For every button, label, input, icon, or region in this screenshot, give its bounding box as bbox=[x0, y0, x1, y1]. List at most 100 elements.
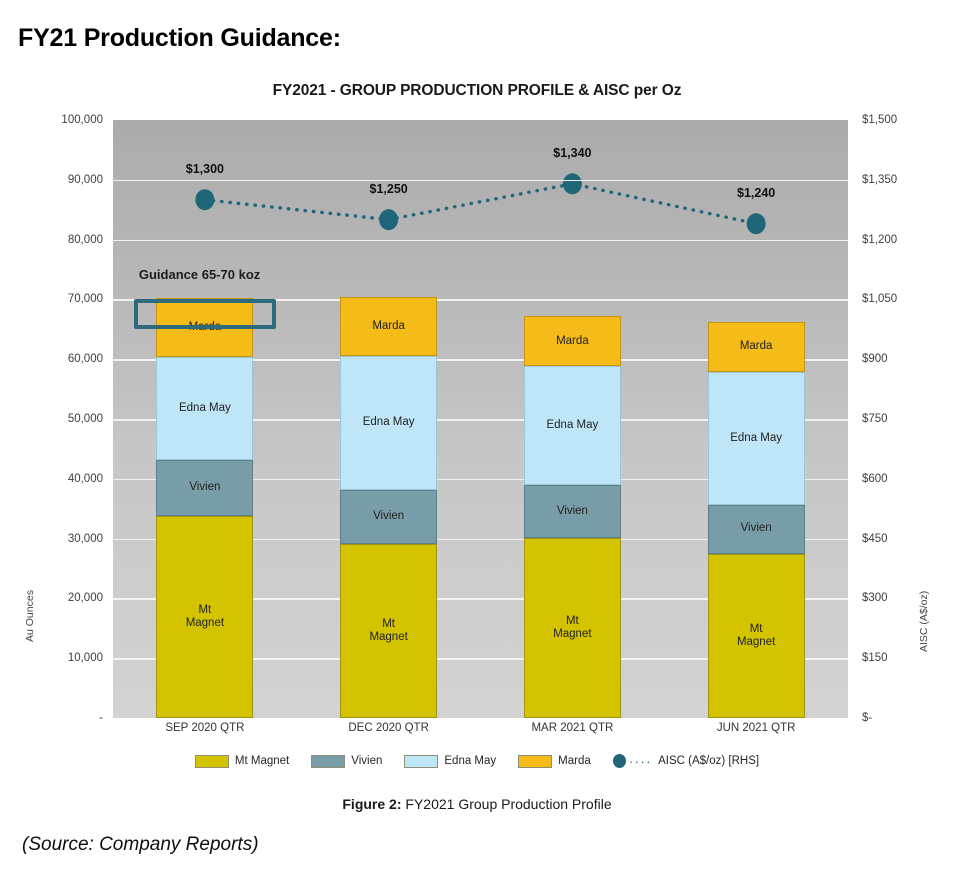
bar-segment-label: Mt Magnet bbox=[185, 604, 225, 630]
legend-label: Edna May bbox=[444, 755, 497, 767]
bar-segment-label: Marda bbox=[739, 340, 773, 353]
figure-production-profile: FY2021 - GROUP PRODUCTION PROFILE & AISC… bbox=[0, 72, 954, 832]
gridline bbox=[113, 419, 848, 421]
aisc-line-series bbox=[195, 173, 766, 235]
aisc-data-point bbox=[195, 189, 215, 211]
aisc-value-label: $1,240 bbox=[737, 185, 776, 200]
bar-segment: Marda bbox=[707, 321, 805, 373]
bar-stack: Mt Magnet Vivien Edna May Marda bbox=[156, 120, 254, 718]
bar-segment: Edna May bbox=[523, 366, 621, 485]
aisc-value-label: $1,300 bbox=[185, 161, 224, 176]
left-axis-tick: 90,000 bbox=[67, 173, 103, 186]
bar-segment: Mt Magnet bbox=[340, 543, 438, 718]
legend-dot-icon bbox=[612, 754, 626, 768]
bar-segment: Edna May bbox=[340, 355, 438, 490]
bar-segment: Marda bbox=[523, 316, 621, 367]
bar-segment: Edna May bbox=[707, 372, 805, 505]
guidance-callout-box bbox=[133, 299, 276, 330]
bar-segment: Mt Magnet bbox=[707, 553, 805, 718]
bar-segment: Mt Magnet bbox=[156, 516, 254, 718]
gridline bbox=[113, 598, 848, 600]
bar-segment: Vivien bbox=[156, 459, 254, 517]
aisc-data-point bbox=[562, 173, 582, 195]
gridline bbox=[113, 179, 848, 182]
right-axis-tick: $1,050 bbox=[862, 293, 898, 306]
bar-segment-label: Edna May bbox=[546, 418, 599, 431]
left-axis-tick: - bbox=[99, 712, 103, 724]
legend-aisc[interactable]: ···· AISC (A$/oz) [RHS] bbox=[612, 753, 760, 769]
right-axis-tick: $1,200 bbox=[862, 233, 898, 246]
legend-marda[interactable]: Marda bbox=[518, 754, 591, 768]
bar-segment-label: Edna May bbox=[178, 401, 231, 414]
bar-segment-label: Marda bbox=[372, 319, 405, 332]
bar-segment-label: Marda bbox=[556, 334, 589, 347]
right-axis-tick: $150 bbox=[862, 652, 888, 665]
legend-line-marker-icon: ···· bbox=[612, 753, 653, 769]
legend-label: Mt Magnet bbox=[234, 755, 290, 767]
left-axis-tick: 70,000 bbox=[67, 293, 103, 306]
gridline bbox=[113, 478, 848, 481]
right-axis-tick: $1,500 bbox=[862, 114, 898, 126]
gridline bbox=[113, 299, 848, 301]
bar-segment-label: Vivien bbox=[373, 510, 405, 523]
bar-stack: Mt Magnet Vivien Edna May Marda bbox=[523, 120, 621, 718]
bar-segment: Vivien bbox=[707, 504, 805, 554]
legend-dotted-line-icon: ···· bbox=[628, 753, 653, 769]
legend-swatch-icon bbox=[194, 754, 229, 768]
aisc-value-label: $1,250 bbox=[369, 181, 408, 196]
x-axis-tick: SEP 2020 QTR bbox=[165, 722, 245, 734]
right-axis-tick: $750 bbox=[862, 413, 888, 425]
chart-legend: Mt Magnet Vivien Edna May Marda ···· AISC (A$… bbox=[0, 754, 954, 768]
legend-label: Vivien bbox=[351, 755, 383, 767]
left-axis-tick: 100,000 bbox=[61, 114, 103, 126]
bar-segment: Marda bbox=[340, 297, 438, 356]
legend-swatch-icon bbox=[311, 754, 346, 768]
right-axis-tick: $1,350 bbox=[862, 173, 898, 186]
gridline bbox=[113, 239, 848, 242]
right-axis-tick: $300 bbox=[862, 592, 888, 605]
bar-segment-label: Vivien bbox=[740, 522, 772, 535]
right-axis-tick: $- bbox=[862, 712, 873, 724]
figure-caption: Figure 2: FY2021 Group Production Profil… bbox=[0, 796, 954, 812]
x-axis-tick: MAR 2021 QTR bbox=[531, 722, 614, 734]
left-axis-tick: 30,000 bbox=[67, 532, 103, 545]
right-axis: $1,500 $1,350 $1,200 $1,050 $900 $750 $600 $450… bbox=[848, 114, 954, 724]
bar-segment: Mt Magnet bbox=[523, 538, 621, 718]
legend-mt-magnet[interactable]: Mt Magnet bbox=[194, 754, 290, 768]
legend-swatch-icon bbox=[404, 754, 439, 768]
bar-segment-label: Edna May bbox=[362, 415, 415, 428]
aisc-data-point bbox=[746, 213, 766, 235]
bar-segment-label: Vivien bbox=[189, 481, 221, 494]
bar-stack: Mt Magnet Vivien Edna May Marda bbox=[340, 120, 438, 718]
legend-label: Marda bbox=[558, 755, 591, 767]
left-axis-tick: 40,000 bbox=[67, 472, 103, 485]
plot-area: Mt Magnet Vivien Edna May Marda Mt Magnet Vivie… bbox=[113, 120, 848, 718]
bar-segment-label: Mt Magnet bbox=[369, 617, 408, 643]
bar-segment-label: Mt Magnet bbox=[736, 622, 776, 648]
aisc-value-label: $1,340 bbox=[553, 145, 592, 160]
source-note: (Source: Company Reports) bbox=[22, 834, 259, 855]
left-axis: 100,000 90,000 80,000 70,000 60,000 50,000 40,… bbox=[0, 114, 113, 724]
left-axis-tick: 80,000 bbox=[67, 233, 103, 246]
left-axis-tick: 50,000 bbox=[67, 413, 103, 425]
right-axis-tick: $450 bbox=[862, 532, 888, 545]
x-axis-tick: JUN 2021 QTR bbox=[716, 722, 796, 734]
aisc-data-point bbox=[379, 209, 399, 231]
legend-vivien[interactable]: Vivien bbox=[311, 754, 383, 768]
bar-stack: Mt Magnet Vivien Edna May Marda bbox=[707, 120, 805, 718]
page-title: FY21 Production Guidance: bbox=[18, 24, 341, 52]
bar-segment-label: Vivien bbox=[556, 504, 588, 517]
guidance-callout-label: Guidance 65-70 koz bbox=[138, 267, 261, 283]
right-axis-title: AISC (A$/oz) bbox=[918, 590, 930, 652]
gridline bbox=[113, 538, 848, 541]
bar-segment: Vivien bbox=[523, 484, 621, 538]
legend-edna-may[interactable]: Edna May bbox=[404, 754, 497, 768]
left-axis-title: Au Ounces bbox=[24, 590, 36, 642]
bar-segment-label: Mt Magnet bbox=[553, 614, 592, 640]
bar-segment: Vivien bbox=[340, 489, 438, 544]
x-axis: SEP 2020 QTR DEC 2020 QTR MAR 2021 QTR JUN … bbox=[113, 722, 848, 746]
x-axis-tick: DEC 2020 QTR bbox=[348, 722, 429, 734]
left-axis-tick: 20,000 bbox=[67, 592, 103, 605]
caption-text: FY2021 Group Production Profile bbox=[401, 796, 612, 812]
legend-label: AISC (A$/oz) [RHS] bbox=[658, 755, 760, 767]
